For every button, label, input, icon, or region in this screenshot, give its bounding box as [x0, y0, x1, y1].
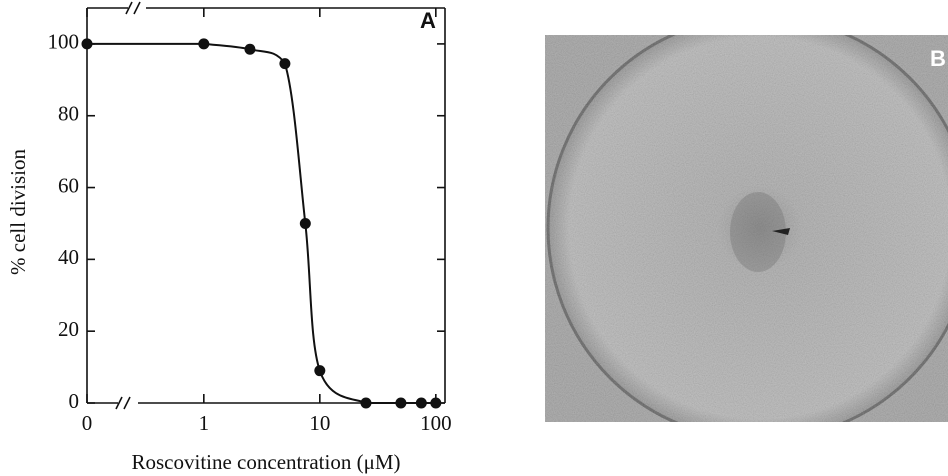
data-point: [415, 397, 427, 409]
panel-label: A: [420, 8, 436, 33]
micrograph: [545, 35, 948, 422]
y-axis-label: % cell division: [6, 149, 30, 275]
data-point: [299, 217, 311, 229]
y-tick-label: 80: [58, 102, 79, 126]
data-point: [198, 38, 210, 50]
axis-break: [115, 1, 141, 410]
data-point: [244, 43, 256, 55]
panel-label: B: [930, 46, 946, 71]
y-tick-label: 0: [69, 389, 80, 413]
x-tick-label: 10: [309, 411, 330, 435]
axes: [86, 1, 446, 410]
data-point: [360, 397, 372, 409]
data-point: [314, 365, 326, 377]
data-point: [279, 58, 291, 70]
y-tick-label: 60: [58, 173, 79, 197]
x-tick-label: 1: [199, 411, 210, 435]
data-point: [395, 397, 407, 409]
y-tick-label: 40: [58, 245, 79, 269]
fit-curve: [87, 42, 436, 404]
y-tick-label: 20: [58, 317, 79, 341]
y-tick-label: 100: [48, 30, 80, 54]
x-axis-label: Roscovitine concentration (μM): [131, 450, 400, 474]
x-tick-label: 100: [420, 411, 452, 435]
data-point: [430, 397, 442, 409]
data-point: [81, 38, 93, 50]
x-tick-label: 0: [82, 411, 93, 435]
